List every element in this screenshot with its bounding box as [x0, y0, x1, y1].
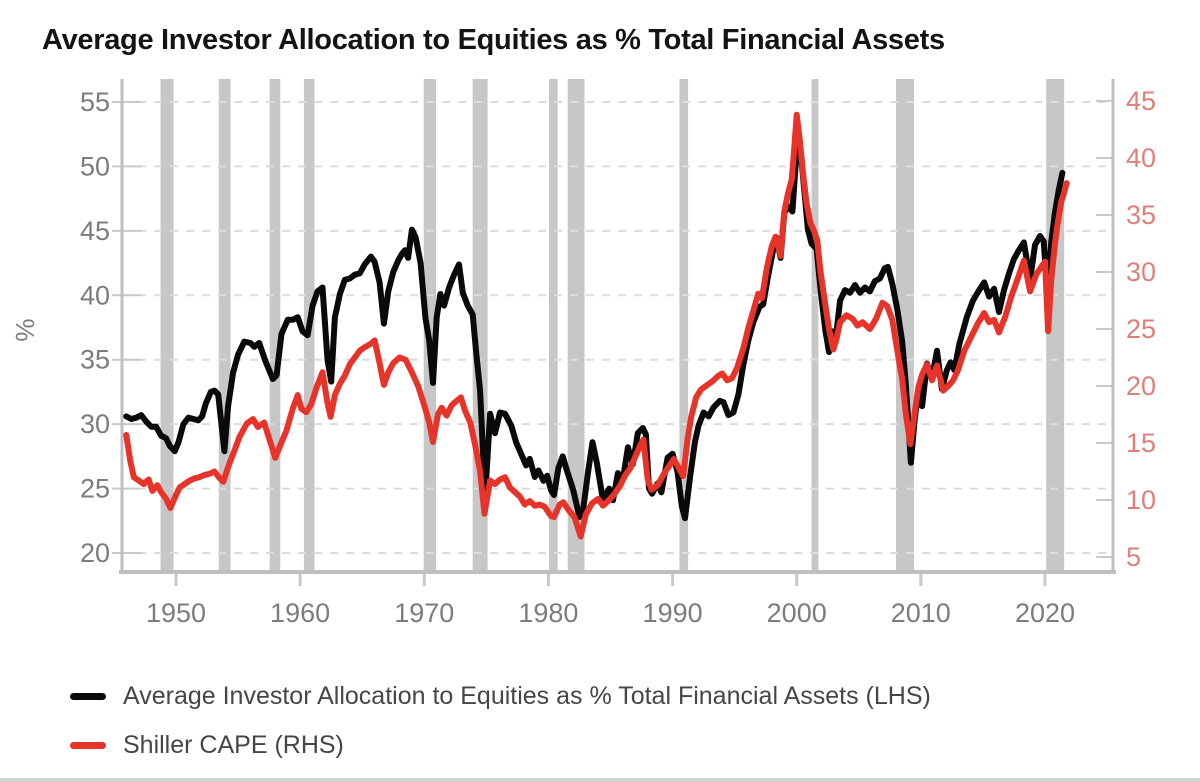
series-line-cape	[123, 111, 1070, 540]
left-axis-tick-label: 35	[80, 345, 110, 375]
left-axis-tick-label: 30	[80, 409, 110, 439]
right-axis-tick-label: 15	[1126, 428, 1156, 458]
legend-swatch-cape	[70, 741, 106, 749]
left-axis-tick-label: 25	[80, 474, 110, 504]
x-axis-tick-label: 2020	[1015, 598, 1075, 628]
legend-label-allocation: Average Investor Allocation to Equities …	[123, 681, 931, 710]
right-axis-tick-label: 20	[1126, 371, 1156, 401]
left-axis-tick-label: 50	[80, 151, 110, 181]
x-axis-tick-label: 1950	[146, 598, 206, 628]
right-axis-tick-label: 25	[1126, 314, 1156, 344]
legend-item-cape: Shiller CAPE (RHS)	[70, 729, 931, 761]
legend: Average Investor Allocation to Equities …	[70, 680, 931, 761]
recession-band	[811, 79, 819, 572]
right-axis-tick-label: 40	[1126, 143, 1156, 173]
recession-band	[549, 79, 558, 572]
x-axis-tick-label: 1970	[394, 598, 454, 628]
left-axis-tick-label: 45	[80, 216, 110, 246]
right-axis-tick-label: 5	[1126, 542, 1141, 572]
legend-label-cape: Shiller CAPE (RHS)	[123, 730, 344, 759]
right-axis-tick-label: 35	[1126, 200, 1156, 230]
bottom-edge-strip	[0, 778, 1200, 782]
right-axis-tick-label: 45	[1126, 86, 1156, 116]
chart-title: Average Investor Allocation to Equities …	[42, 24, 945, 56]
recession-band	[567, 79, 585, 572]
series-line-allocation	[123, 138, 1066, 522]
x-axis-tick-label: 2010	[891, 598, 951, 628]
left-axis-tick-label: 55	[80, 87, 110, 117]
legend-swatch-allocation	[70, 692, 106, 700]
x-axis-tick-label: 1990	[643, 598, 703, 628]
left-axis-tick-label: 40	[80, 280, 110, 310]
left-axis-tick-label: 20	[80, 538, 110, 568]
recession-band	[423, 79, 437, 572]
left-axis-title: %	[10, 318, 40, 341]
recession-band	[218, 79, 231, 572]
x-axis-tick-label: 1960	[270, 598, 330, 628]
legend-item-allocation: Average Investor Allocation to Equities …	[70, 680, 931, 712]
x-axis-tick-label: 2000	[767, 598, 827, 628]
right-axis-tick-label: 30	[1126, 257, 1156, 287]
recession-band	[269, 79, 281, 572]
x-axis-tick-label: 1980	[518, 598, 578, 628]
right-axis-tick-label: 10	[1126, 485, 1156, 515]
recession-band	[679, 79, 689, 572]
